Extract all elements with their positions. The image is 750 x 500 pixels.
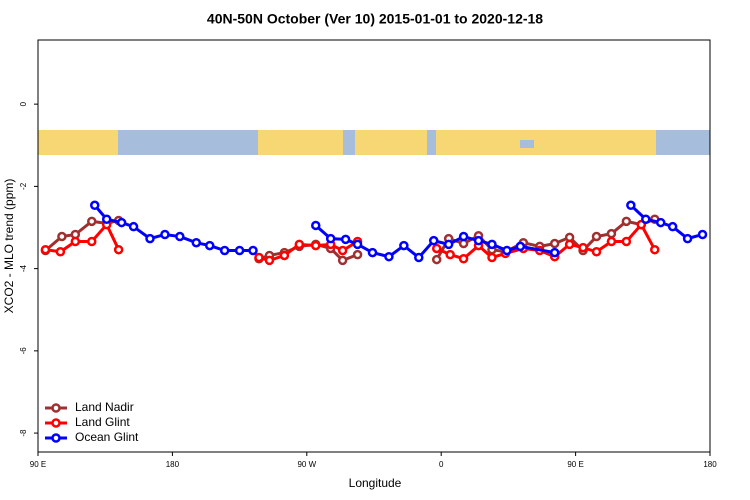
point — [340, 234, 351, 245]
point — [549, 238, 560, 249]
point — [606, 228, 617, 239]
point — [487, 252, 497, 263]
y-tick-label: -6 — [19, 347, 28, 355]
point — [204, 240, 215, 251]
point — [431, 254, 442, 265]
point — [191, 237, 202, 248]
map-strip — [38, 130, 710, 155]
point — [591, 231, 602, 242]
point — [667, 221, 678, 232]
point — [337, 255, 348, 266]
point — [101, 214, 112, 225]
y-tick-label: 0 — [19, 101, 28, 106]
x-tick-label: 90 E — [567, 460, 583, 469]
legend-label: Ocean Glint — [75, 430, 139, 444]
point — [87, 236, 97, 247]
point — [606, 236, 617, 247]
point — [248, 245, 258, 256]
point — [445, 249, 455, 260]
point — [649, 244, 660, 255]
legend-label: Land Glint — [75, 415, 130, 429]
point — [219, 245, 230, 256]
point — [234, 245, 245, 256]
y-tick-label: -4 — [19, 265, 28, 273]
point — [428, 235, 439, 246]
legend-marker — [51, 418, 61, 428]
x-tick-label: 0 — [439, 460, 444, 469]
point — [294, 239, 305, 250]
point — [128, 221, 139, 232]
point — [682, 233, 693, 244]
point — [641, 214, 651, 225]
point — [116, 217, 127, 228]
point — [487, 239, 497, 250]
point — [264, 255, 275, 266]
x-tick-label: 90 W — [297, 460, 316, 469]
point — [399, 240, 409, 251]
point — [279, 250, 290, 261]
point — [352, 249, 363, 260]
point — [325, 233, 336, 244]
point — [626, 200, 636, 211]
point — [502, 245, 512, 256]
x-tick-label: 180 — [166, 460, 180, 469]
point — [40, 244, 51, 255]
x-tick-label: 180 — [703, 460, 717, 469]
point — [89, 200, 100, 211]
point — [697, 229, 708, 240]
point — [591, 247, 602, 257]
y-tick-label: -8 — [19, 429, 28, 437]
point — [367, 247, 378, 258]
y-tick-label: -2 — [19, 182, 28, 190]
x-axis-label: Longitude — [349, 476, 402, 490]
point — [564, 239, 575, 250]
point — [113, 244, 124, 255]
point — [175, 231, 185, 242]
legend-label: Land Nadir — [75, 400, 134, 414]
point — [443, 239, 454, 250]
point — [337, 245, 348, 256]
point — [145, 233, 155, 244]
point — [458, 231, 469, 242]
point — [311, 220, 321, 231]
x-tick-label: 90 E — [30, 460, 46, 469]
point — [55, 247, 66, 257]
point — [431, 243, 442, 254]
plot-frame — [37, 39, 711, 453]
legend-marker — [51, 433, 61, 443]
point — [414, 252, 424, 263]
point — [549, 247, 560, 258]
y-axis-label: XCO2 - MLO trend (ppm) — [2, 179, 16, 314]
point — [57, 231, 67, 242]
point — [70, 236, 81, 247]
chart-title: 40N-50N October (Ver 10) 2015-01-01 to 2… — [207, 11, 543, 27]
point — [473, 235, 484, 246]
point — [655, 217, 666, 228]
point — [621, 216, 632, 227]
point — [384, 251, 394, 262]
point — [578, 242, 588, 253]
point — [254, 252, 264, 263]
point — [352, 239, 363, 250]
point — [621, 236, 632, 247]
point — [458, 253, 469, 264]
legend-marker — [51, 403, 61, 413]
point — [87, 216, 97, 227]
point — [160, 229, 170, 240]
point — [515, 241, 526, 252]
point — [311, 240, 321, 251]
